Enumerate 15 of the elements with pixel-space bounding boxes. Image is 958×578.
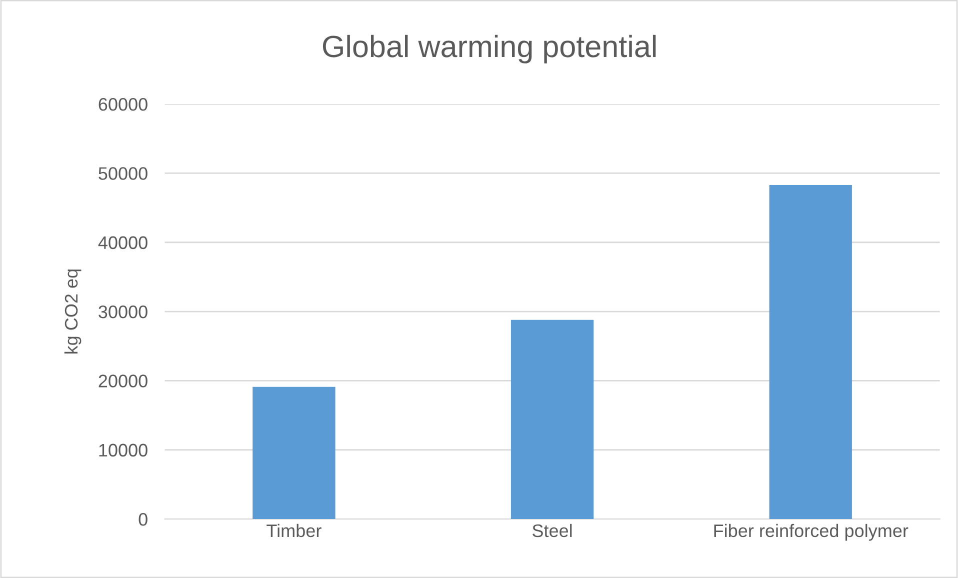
- chart-title: Global warming potential: [322, 34, 656, 64]
- y-tick-label: 0: [138, 512, 148, 526]
- bar: [769, 184, 852, 520]
- bar: [252, 386, 336, 520]
- y-tick-label: 20000: [98, 374, 148, 388]
- x-tick-label: Timber: [266, 524, 322, 538]
- y-axis-title: kg CO2 eq: [64, 270, 82, 354]
- x-tick-label: Fiber reinforced polymer: [714, 524, 908, 541]
- y-tick-label: 40000: [98, 236, 148, 250]
- bar: [510, 320, 594, 520]
- y-tick-label: 30000: [98, 305, 148, 318]
- y-tick-label: 10000: [99, 444, 148, 457]
- y-tick-label: 60000: [98, 98, 148, 111]
- y-tick-label: 50000: [98, 167, 148, 180]
- x-tick-label: Steel: [532, 524, 572, 538]
